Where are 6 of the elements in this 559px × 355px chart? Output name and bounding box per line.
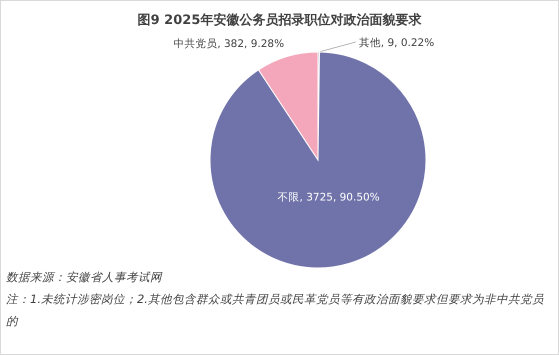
chart-title: 图9 2025年安徽公务员招录职位对政治面貌要求 — [138, 12, 422, 28]
text: 注：1.未统计涉密岗位；2.其他包含群众或共青团员或民革党员等有政治面貌要求但要求为非中共党员的 — [6, 291, 545, 330]
source-note: 数据来源：安徽省人事考试网 — [6, 269, 164, 286]
slice-label: 其他, 9, 0.22% — [358, 36, 434, 50]
slice-label: 不限, 3725, 90.50% — [278, 191, 380, 204]
slice-label: 中共党员, 382, 9.28% — [173, 36, 284, 50]
